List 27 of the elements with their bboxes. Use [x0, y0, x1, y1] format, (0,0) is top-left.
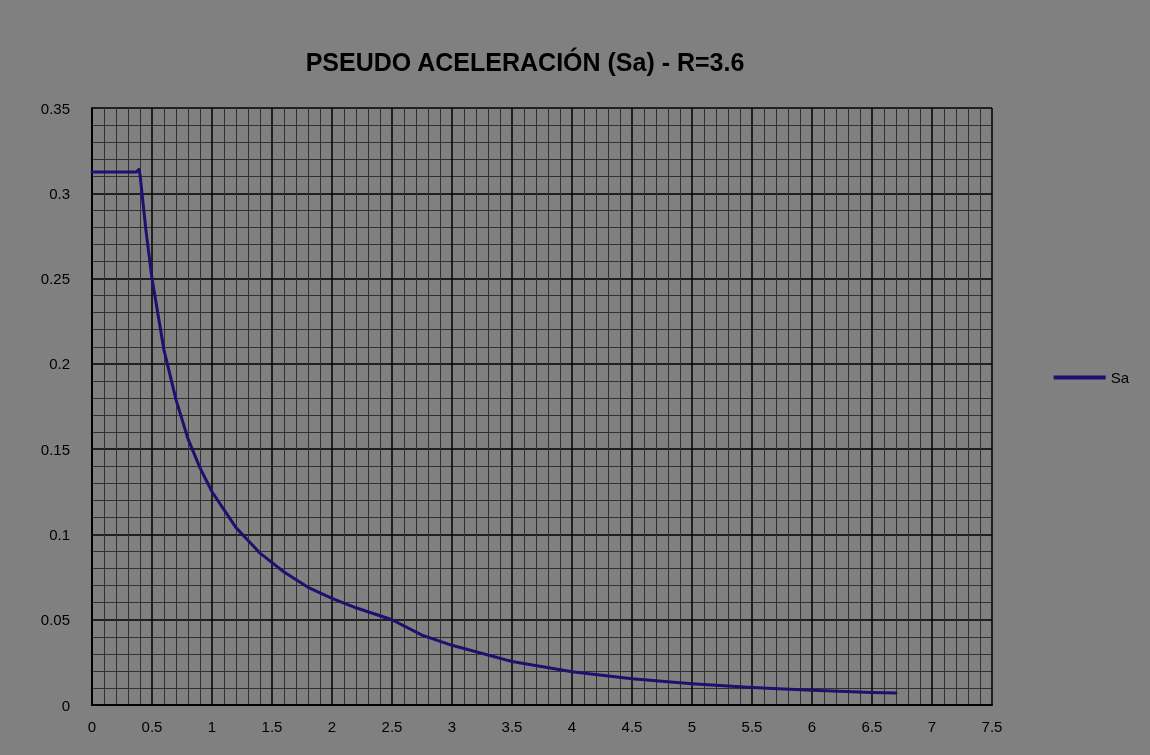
y-tick-label: 0.3 [49, 184, 70, 202]
y-tick-label: 0.05 [40, 611, 70, 629]
x-tick-label: 7 [927, 718, 937, 735]
x-tick-label: 5 [687, 718, 697, 735]
y-tick-label: 0.15 [40, 440, 70, 458]
y-tick-label: 0.2 [49, 355, 70, 373]
x-tick-label: 3 [447, 718, 457, 735]
legend-label: Sa [1110, 369, 1130, 386]
x-tick-label: 7.5 [981, 718, 1003, 735]
x-tick-label: 6.5 [861, 718, 883, 735]
x-tick-label: 6 [807, 718, 817, 735]
y-tick-label: 0.1 [49, 525, 70, 543]
x-tick-label: 3.5 [501, 718, 523, 735]
y-tick-label: 0 [61, 696, 70, 714]
y-tick-label: 0.25 [40, 270, 70, 288]
x-tick-label: 2 [327, 718, 337, 735]
line-series [90, 167, 898, 695]
x-tick-label: 0 [87, 718, 97, 735]
x-tick-label: 4 [567, 718, 577, 735]
x-tick-label: 4.5 [621, 718, 643, 735]
x-tick-label: 2.5 [381, 718, 403, 735]
x-tick-label: 5.5 [741, 718, 763, 735]
x-tick-label: 0.5 [141, 718, 163, 735]
x-tick-label: 1 [207, 718, 217, 735]
x-tick-label: 1.5 [261, 718, 283, 735]
chart-title: PSEUDO ACELERACIÓN (Sa) - R=3.6 [305, 46, 745, 76]
y-tick-label: 0.35 [40, 99, 70, 117]
